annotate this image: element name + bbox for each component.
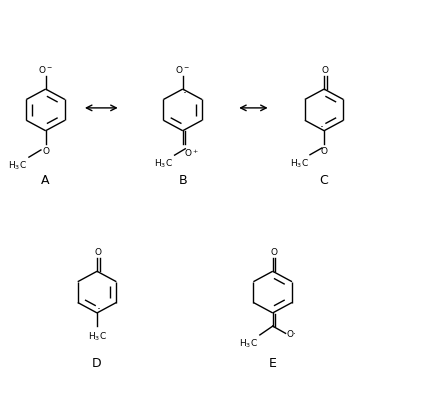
- Text: H$_3$C: H$_3$C: [290, 157, 309, 169]
- Text: O: O: [42, 147, 49, 156]
- Text: O: O: [321, 147, 328, 156]
- Text: O: O: [270, 247, 277, 256]
- Text: D: D: [92, 356, 102, 369]
- Text: O$^+$: O$^+$: [184, 147, 199, 158]
- Text: H$_3$C: H$_3$C: [239, 337, 258, 349]
- Text: H$_3$C: H$_3$C: [155, 158, 173, 170]
- Text: O$^-$: O$^-$: [175, 64, 190, 75]
- Text: O: O: [95, 247, 102, 256]
- Text: ·: ·: [97, 303, 101, 315]
- Text: O: O: [322, 66, 329, 75]
- Text: ·: ·: [182, 87, 187, 100]
- Text: E: E: [269, 356, 276, 369]
- Text: O$^-$: O$^-$: [38, 64, 53, 75]
- Text: ·: ·: [320, 121, 324, 134]
- Text: B: B: [178, 174, 187, 187]
- Text: H$_3$C: H$_3$C: [8, 159, 27, 172]
- Text: H$_3$C: H$_3$C: [88, 330, 106, 342]
- Text: C: C: [320, 174, 329, 187]
- Text: O·: O·: [287, 329, 297, 338]
- Text: A: A: [41, 174, 50, 187]
